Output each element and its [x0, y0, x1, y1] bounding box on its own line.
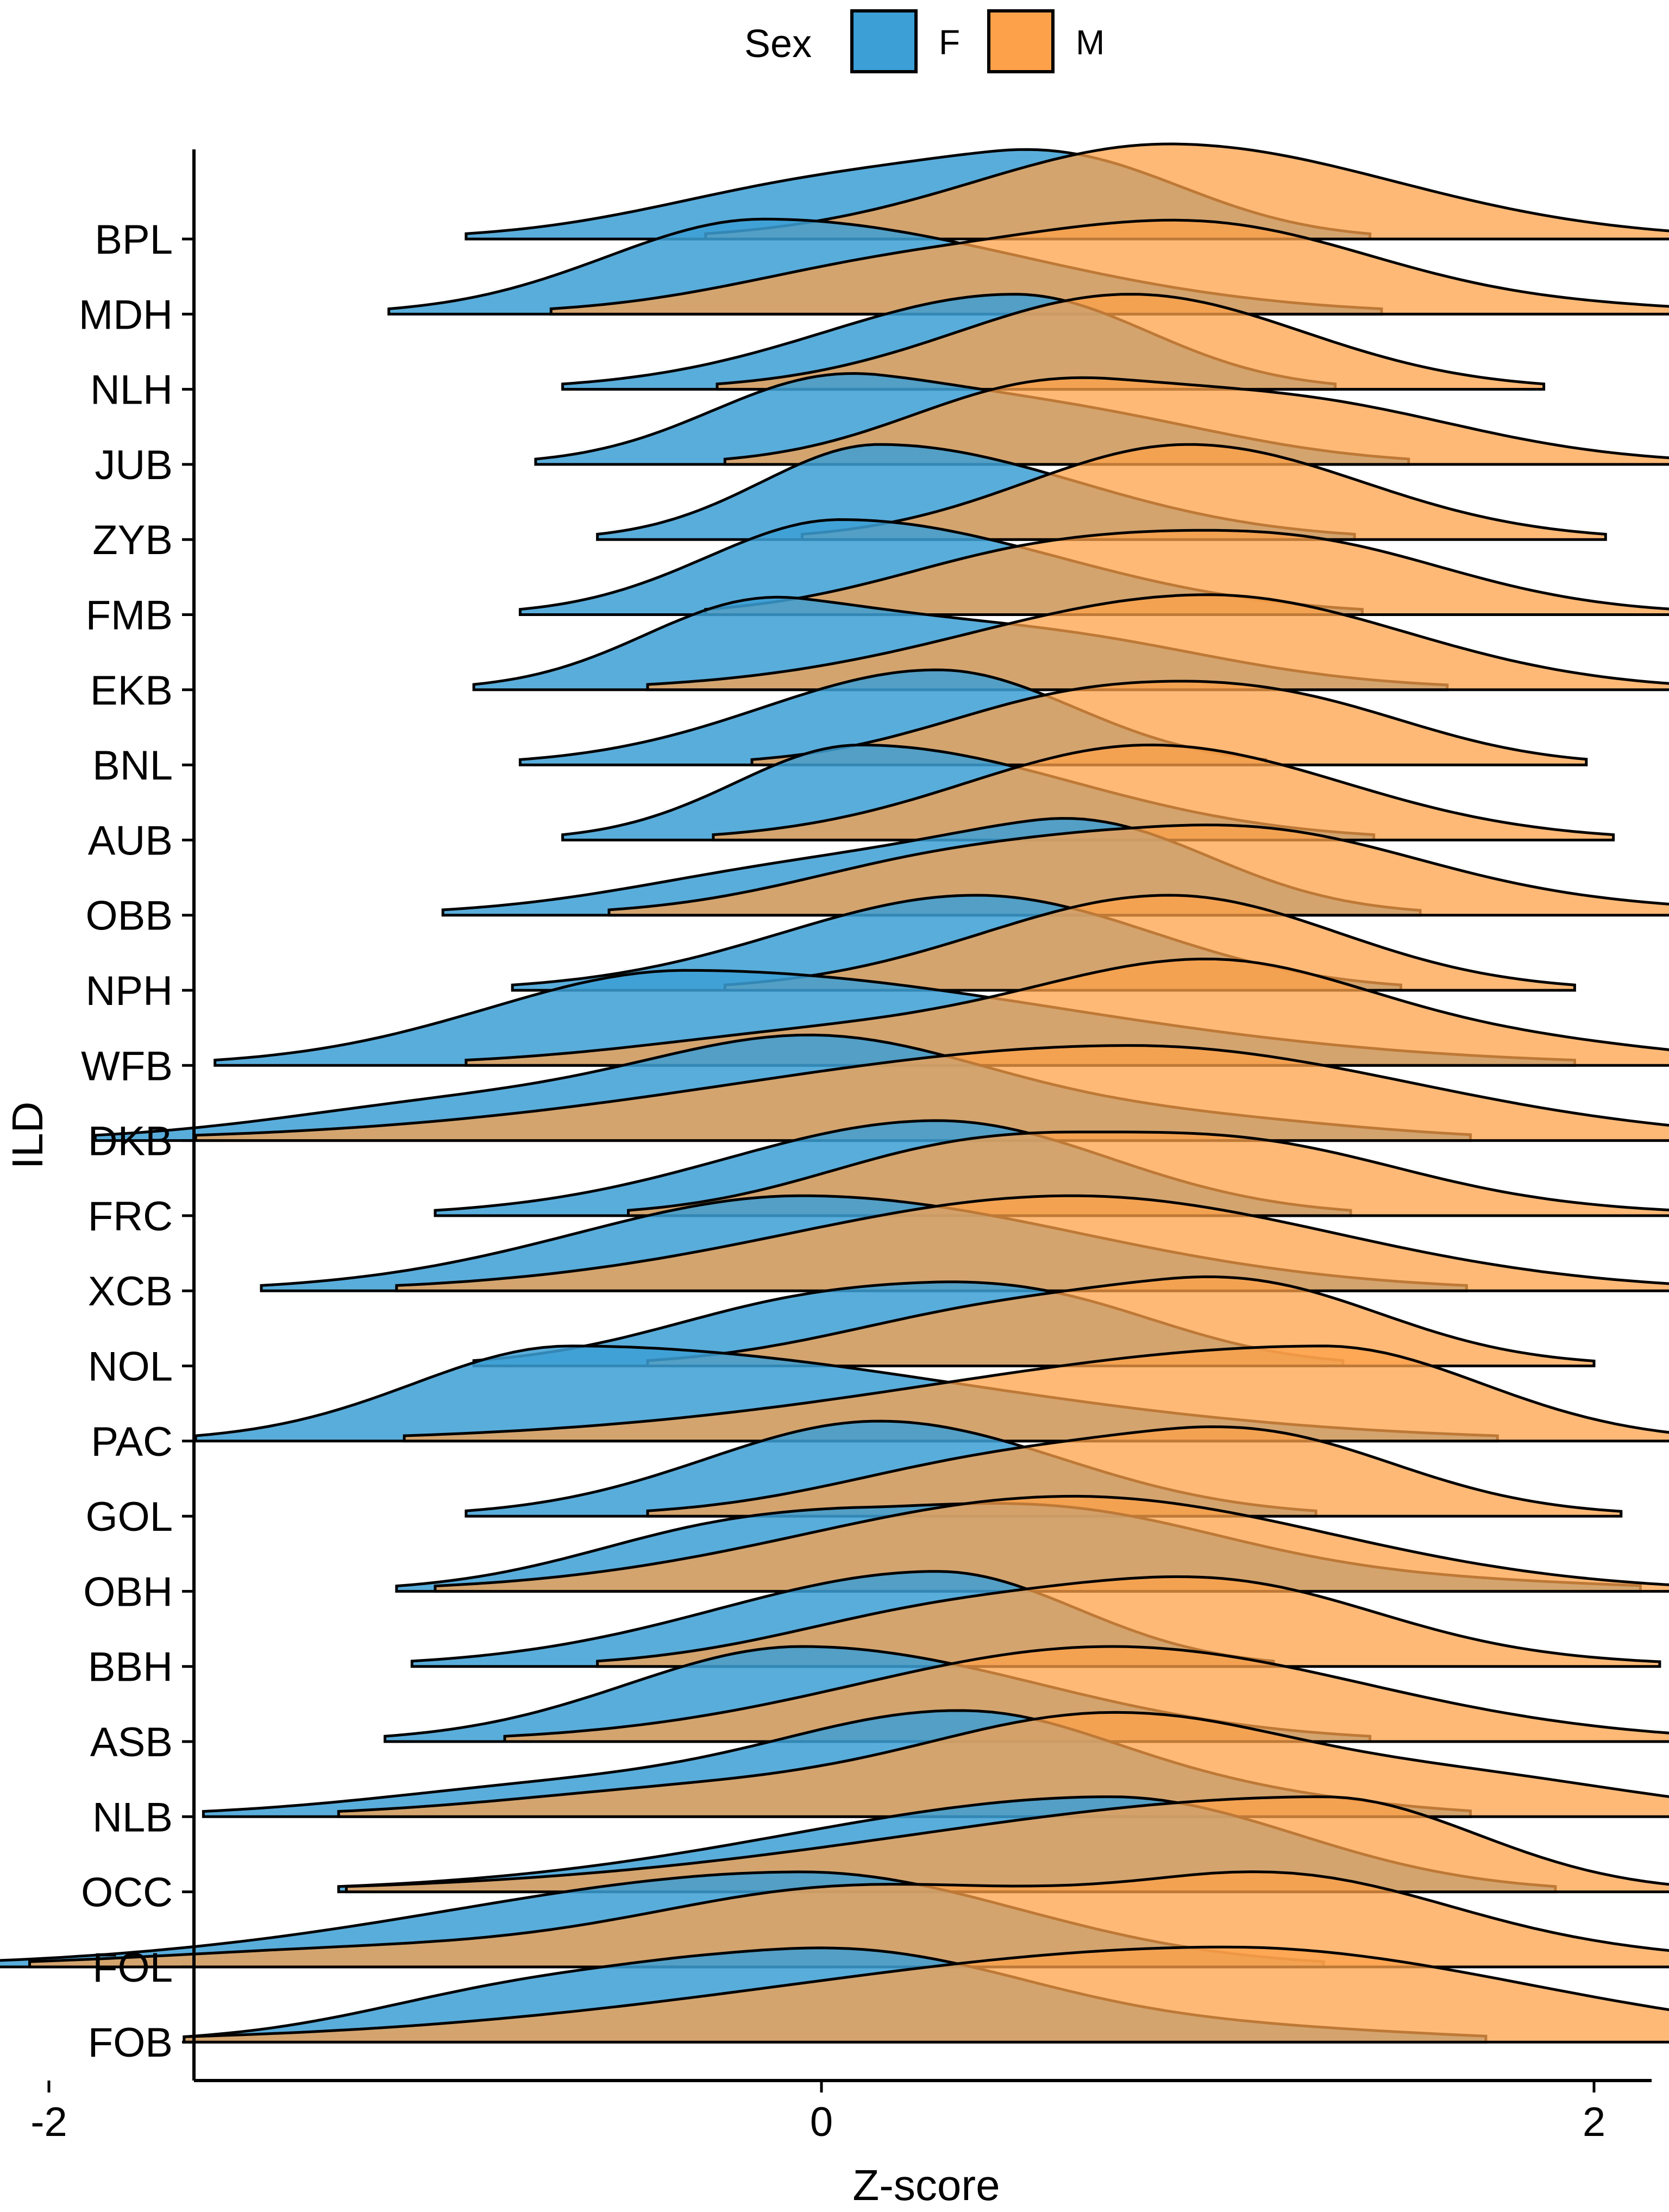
ridge-frc — [434, 1119, 1669, 1217]
ridge-occ — [337, 1795, 1669, 1894]
density-m-jub — [723, 376, 1669, 466]
density-m-nol — [646, 1275, 1596, 1367]
ridges — [0, 142, 1669, 2044]
ridge-aub — [561, 743, 1615, 841]
x-ticks: -2024 — [30, 2081, 1605, 2145]
x-tick-label-2: 2 — [1583, 2099, 1605, 2145]
ridge-obh — [395, 1494, 1669, 1593]
y-tick-label-fmb: FMB — [86, 593, 173, 639]
legend-label-f: F — [939, 23, 960, 62]
density-m-nph — [723, 894, 1576, 992]
y-tick-label-nlb: NLB — [92, 1794, 173, 1840]
legend-label-m: M — [1076, 23, 1105, 62]
ridge-nol — [472, 1275, 1596, 1367]
y-tick-label-pac: PAC — [91, 1419, 173, 1465]
y-axis-title: ILD — [3, 1102, 52, 1170]
y-tick-label-gol: GOL — [86, 1494, 173, 1540]
y-tick-label-bbh: BBH — [88, 1644, 173, 1691]
ridge-ekb — [472, 593, 1669, 692]
y-tick-label-aub: AUB — [88, 818, 173, 864]
density-m-frc — [627, 1130, 1669, 1217]
legend-swatch-f — [850, 9, 918, 73]
density-m-occ — [345, 1795, 1669, 1894]
density-m-obb — [607, 824, 1669, 917]
ridge-nlh — [561, 293, 1546, 391]
x-tick-label--2: -2 — [30, 2099, 67, 2145]
density-m-asb — [503, 1645, 1669, 1743]
legend-swatch-m — [987, 9, 1055, 73]
ridge-jub — [534, 372, 1669, 466]
ridge-fmb — [518, 518, 1669, 616]
ridge-fob — [183, 1945, 1669, 2044]
density-m-pac — [403, 1344, 1669, 1443]
density-m-nlh — [716, 293, 1546, 391]
y-tick-label-xcb: XCB — [88, 1268, 173, 1315]
y-tick-label-obh: OBH — [83, 1569, 173, 1615]
density-m-fol — [28, 1870, 1669, 1969]
y-tick-label-fol: FOL — [92, 1945, 173, 1991]
density-m-xcb — [395, 1194, 1669, 1292]
y-tick-label-obb: OBB — [86, 893, 173, 939]
y-tick-label-fob: FOB — [88, 2020, 173, 2066]
axes — [192, 149, 1652, 2082]
y-ticks: BPL MDH NLH JUB ZYB FMB EKB BNL AUB OBB NPH WFB DKB F… — [79, 217, 194, 2066]
ridge-bnl — [518, 668, 1588, 766]
density-m-nlb — [337, 1711, 1669, 1818]
ridge-gol — [465, 1419, 1623, 1518]
legend-title: Sex — [744, 22, 812, 66]
ridge-bpl — [465, 142, 1669, 241]
ridge-nlb — [202, 1709, 1669, 1818]
y-tick-label-bpl: BPL — [95, 217, 173, 263]
y-tick-label-frc: FRC — [88, 1193, 173, 1240]
density-m-mdh — [549, 218, 1669, 316]
density-m-bpl — [704, 142, 1669, 241]
x-tick-label-0: 0 — [810, 2099, 833, 2145]
y-tick-label-nph: NPH — [86, 968, 173, 1014]
y-tick-label-jub: JUB — [95, 442, 173, 488]
density-m-ekb — [646, 593, 1669, 692]
y-tick-label-asb: ASB — [90, 1719, 173, 1765]
density-m-obh — [434, 1494, 1669, 1593]
ridge-dkb — [93, 1033, 1669, 1142]
y-tick-label-occ: OCC — [81, 1870, 173, 1916]
y-tick-label-bnl: BNL — [92, 743, 173, 789]
ridge-fol — [0, 1870, 1669, 1969]
density-m-dkb — [194, 1044, 1669, 1142]
y-tick-label-nlh: NLH — [90, 367, 173, 413]
density-m-fob — [183, 1945, 1669, 2044]
y-tick-label-wfb: WFB — [81, 1043, 173, 1089]
y-tick-label-ekb: EKB — [90, 668, 173, 714]
y-tick-label-zyb: ZYB — [92, 517, 173, 563]
ridge-pac — [194, 1344, 1669, 1443]
density-m-fmb — [704, 529, 1669, 616]
ridge-obb — [441, 816, 1669, 917]
ridge-zyb — [596, 443, 1607, 541]
density-m-aub — [712, 743, 1615, 841]
ridge-bbh — [410, 1570, 1661, 1668]
y-tick-label-mdh: MDH — [79, 292, 173, 338]
density-m-zyb — [801, 443, 1607, 541]
density-m-gol — [646, 1425, 1623, 1518]
ridge-xcb — [260, 1194, 1669, 1292]
density-m-bbh — [596, 1575, 1661, 1668]
x-axis-title: Z-score — [852, 2161, 1000, 2209]
legend: Sex F M — [744, 9, 1105, 73]
y-tick-label-dkb: DKB — [88, 1118, 173, 1165]
ridge-mdh — [387, 217, 1669, 316]
density-m-bnl — [750, 680, 1588, 766]
y-tick-label-nol: NOL — [88, 1344, 173, 1390]
